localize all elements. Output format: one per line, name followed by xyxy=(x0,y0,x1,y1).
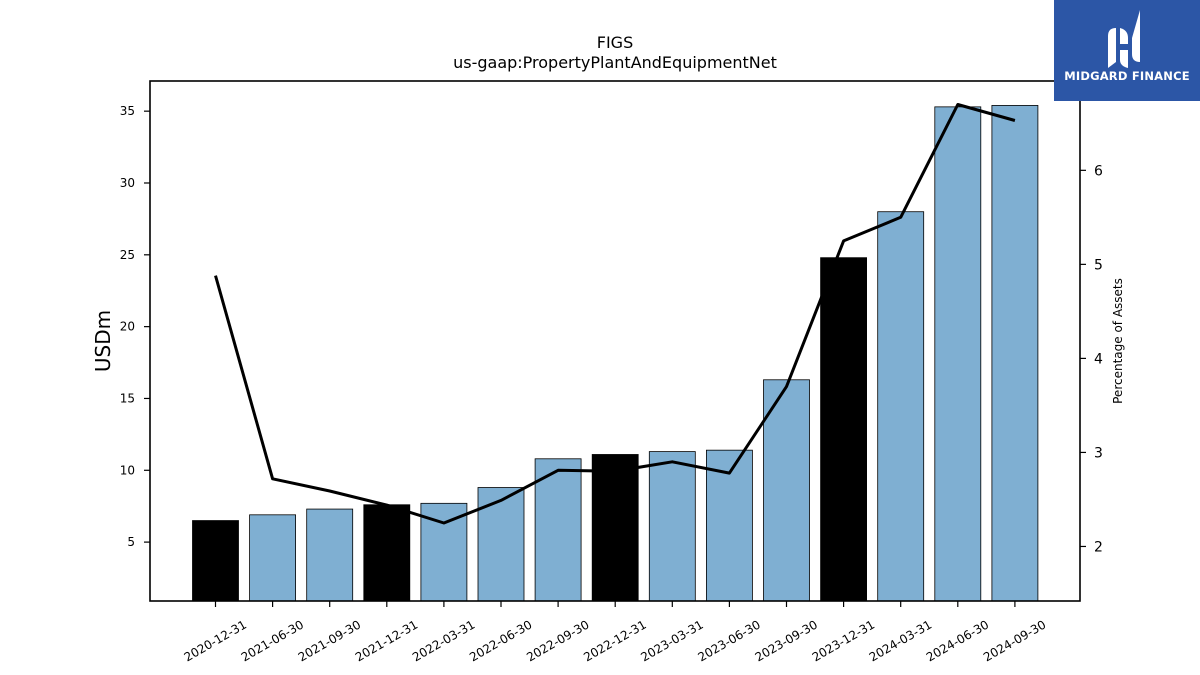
chart-subtitle: us-gaap:PropertyPlantAndEquipmentNet xyxy=(453,53,777,72)
x-tick-label: 2023-09-30 xyxy=(753,617,820,664)
bar xyxy=(591,454,639,602)
chart-title: FIGS xyxy=(597,33,633,52)
y-tick-label: 30 xyxy=(120,176,135,190)
y-tick-label: 10 xyxy=(120,463,135,477)
logo-text: MIDGARD FINANCE xyxy=(1064,69,1190,83)
bar xyxy=(706,449,753,602)
y-axis-label: USDm xyxy=(91,310,115,372)
bar xyxy=(763,379,810,602)
line-group xyxy=(214,103,1016,525)
y-tick-label: 20 xyxy=(120,320,135,334)
bar xyxy=(306,508,354,602)
x-tick-label: 2020-12-31 xyxy=(182,617,249,664)
bars-group xyxy=(192,105,1039,602)
bar xyxy=(934,106,982,602)
bar xyxy=(192,520,239,602)
brand-logo: MIDGARD FINANCE xyxy=(1054,0,1200,101)
y2-tick-label: 4 xyxy=(1094,351,1103,367)
x-tick-label: 2024-03-31 xyxy=(867,617,934,664)
percentage-line xyxy=(214,103,1016,525)
x-tick-label: 2023-03-31 xyxy=(638,617,705,664)
bar xyxy=(249,514,297,602)
bar xyxy=(363,504,411,602)
y2-tick-label: 3 xyxy=(1094,445,1103,461)
y-tick-label: 15 xyxy=(120,391,135,405)
x-tick-label: 2023-12-31 xyxy=(810,617,877,664)
x-tick-label: 2023-06-30 xyxy=(695,617,762,664)
bar xyxy=(648,451,696,602)
bar xyxy=(991,105,1039,602)
y-tick-label: 25 xyxy=(120,248,135,262)
y-tick-label: 5 xyxy=(127,535,135,549)
y2-tick-label: 6 xyxy=(1094,163,1103,179)
x-tick-label: 2024-06-30 xyxy=(924,617,991,664)
x-tick-label: 2021-06-30 xyxy=(239,617,306,664)
x-tick-label: 2022-12-31 xyxy=(581,617,648,664)
logo-mark-icon xyxy=(1108,10,1140,68)
bar xyxy=(477,487,525,602)
x-tick-label: 2021-12-31 xyxy=(353,617,420,664)
y2-axis-label: Percentage of Assets xyxy=(1111,278,1125,404)
x-tick-label: 2024-09-30 xyxy=(981,617,1048,664)
y2-tick-label: 2 xyxy=(1094,539,1103,555)
bar xyxy=(534,458,582,602)
x-tick-label: 2022-06-30 xyxy=(467,617,534,664)
x-tick-label: 2021-09-30 xyxy=(296,617,363,664)
x-tick-label: 2022-09-30 xyxy=(524,617,591,664)
bar xyxy=(877,211,925,602)
x-tick-label: 2022-03-31 xyxy=(410,617,477,664)
y2-tick-label: 5 xyxy=(1094,257,1103,273)
bar xyxy=(820,257,867,602)
y-tick-label: 35 xyxy=(120,104,135,118)
